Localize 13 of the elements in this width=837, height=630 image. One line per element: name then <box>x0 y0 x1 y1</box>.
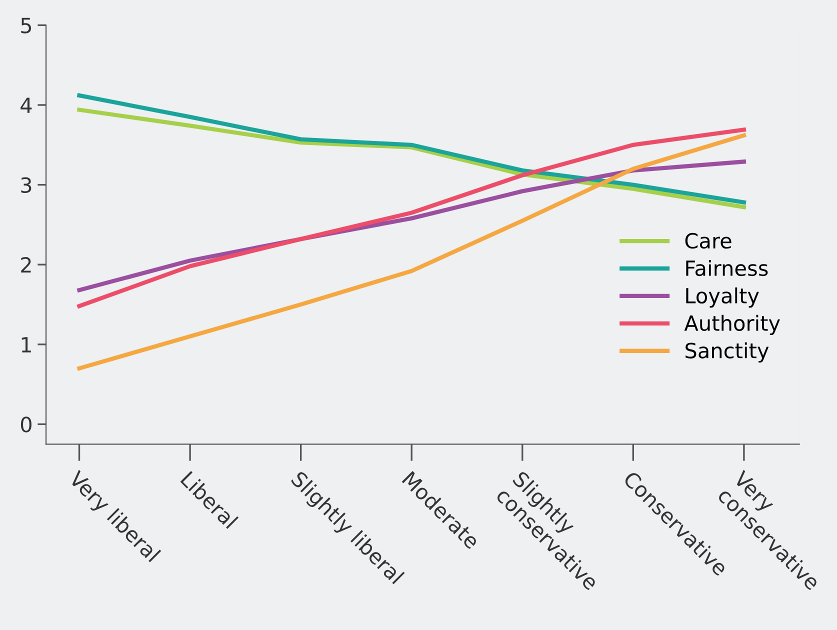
y-tick-label: 2 <box>21 257 31 273</box>
legend-label: Fairness <box>686 260 768 276</box>
y-tick-label: 4 <box>20 98 32 113</box>
legend-label: Care <box>685 232 732 249</box>
legend-label: Loyalty <box>686 287 759 308</box>
line-series <box>77 93 746 204</box>
line-series <box>77 108 746 210</box>
y-tick-label: 0 <box>20 416 32 432</box>
y-tick-label: 5 <box>21 18 32 34</box>
y-tick-label: 1 <box>22 337 31 352</box>
legend-label: Sanctity <box>686 342 769 363</box>
legend-label: Authority <box>684 314 780 336</box>
y-tick-label: 3 <box>21 177 32 194</box>
